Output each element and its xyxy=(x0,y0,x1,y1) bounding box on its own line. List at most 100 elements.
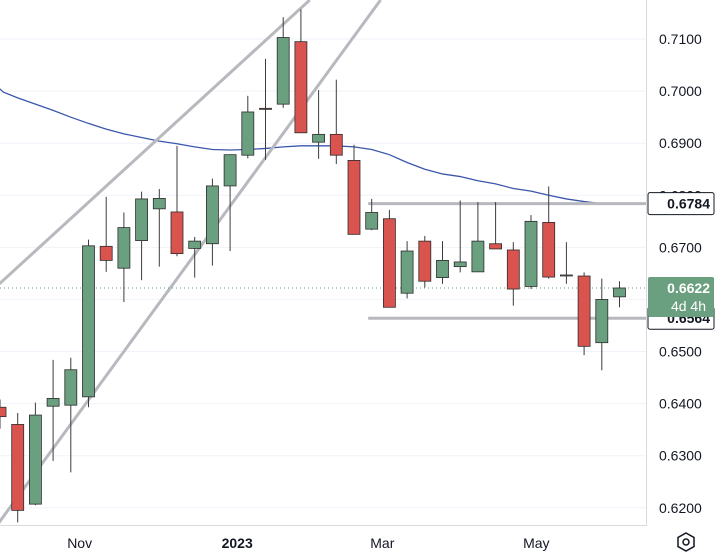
candle-body-5 xyxy=(82,245,95,398)
time-axis[interactable]: Nov 2023 Mar May xyxy=(67,535,549,551)
candle-body-21 xyxy=(365,212,379,230)
candle-21 xyxy=(365,198,379,231)
candle-body-16 xyxy=(276,37,290,105)
y-tick-label-5: 0.6700 xyxy=(659,239,702,255)
candle-body-14 xyxy=(241,111,255,156)
candle-body-28 xyxy=(489,243,503,250)
level-tag-0.6784-label: 0.6784 xyxy=(667,196,710,212)
candle-25 xyxy=(436,241,449,284)
candle-body-12 xyxy=(205,185,219,245)
candle-body-13 xyxy=(223,154,237,187)
candle-17 xyxy=(294,9,308,134)
candle-19 xyxy=(329,79,343,165)
candle-24 xyxy=(418,235,432,288)
y-tick-label-7: 0.6900 xyxy=(659,135,702,151)
x-tick-label-1: 2023 xyxy=(222,535,253,551)
candle-23 xyxy=(400,241,414,299)
candles-layer xyxy=(0,9,626,523)
candle-body-9 xyxy=(152,198,166,210)
candle-6 xyxy=(99,196,113,272)
candle-body-4 xyxy=(64,369,78,406)
candle-body-11 xyxy=(188,240,202,249)
candle-body-27 xyxy=(471,240,485,273)
candle-8 xyxy=(135,191,149,281)
candle-body-2 xyxy=(28,414,42,505)
y-tick-label-2: 0.6400 xyxy=(659,396,702,412)
candle-body-3 xyxy=(46,398,60,407)
last-price-tag-label: 0.6622 xyxy=(667,280,710,296)
x-tick-label-0: Nov xyxy=(67,535,92,551)
candle-11 xyxy=(188,236,202,278)
candle-2 xyxy=(28,402,42,506)
candle-body-33 xyxy=(577,275,591,347)
candle-0 xyxy=(0,399,7,429)
candle-3 xyxy=(46,359,60,461)
candle-9 xyxy=(152,189,166,267)
candle-body-17 xyxy=(294,41,308,134)
gear-icon xyxy=(677,532,695,552)
candle-4 xyxy=(64,357,78,473)
candle-22 xyxy=(382,209,396,308)
candle-body-31 xyxy=(542,221,556,278)
channel-layer xyxy=(0,0,382,524)
candle-body-6 xyxy=(99,245,113,261)
candle-7 xyxy=(117,212,131,303)
moving-average-line xyxy=(0,88,602,205)
candle-body-32 xyxy=(560,274,573,277)
candle-35 xyxy=(613,281,626,308)
candle-27 xyxy=(471,202,485,273)
candle-body-35 xyxy=(613,287,626,298)
y-tick-label-8: 0.7000 xyxy=(659,83,702,99)
candle-body-26 xyxy=(453,261,467,268)
candle-33 xyxy=(577,272,591,356)
candle-body-23 xyxy=(400,250,414,294)
settings-button[interactable] xyxy=(668,528,704,556)
candle-body-18 xyxy=(312,133,326,143)
y-tick-label-1: 0.6300 xyxy=(659,448,702,464)
candle-18 xyxy=(312,90,326,159)
candle-15 xyxy=(259,58,272,160)
candle-body-7 xyxy=(117,227,131,269)
candle-body-30 xyxy=(524,220,538,287)
x-tick-label-3: May xyxy=(523,535,549,551)
level-tag-0.6784-box xyxy=(647,192,715,216)
candle-20 xyxy=(347,144,361,235)
candle-body-8 xyxy=(135,198,149,242)
candle-body-20 xyxy=(347,160,361,235)
candle-body-34 xyxy=(595,299,609,344)
channel-line-2 xyxy=(0,0,382,524)
candle-body-1 xyxy=(11,424,25,511)
candle-16 xyxy=(276,17,290,108)
moving-average-layer xyxy=(0,88,602,205)
candle-1 xyxy=(11,412,25,523)
candle-34 xyxy=(595,278,609,371)
candle-13 xyxy=(223,154,237,252)
candle-10 xyxy=(170,145,184,257)
candle-12 xyxy=(205,178,219,266)
candle-body-25 xyxy=(436,259,449,278)
last-price-tag-box xyxy=(648,276,714,317)
candle-31 xyxy=(542,186,556,279)
y-tick-label-9: 0.7100 xyxy=(659,31,702,47)
candle-body-10 xyxy=(170,211,184,255)
countdown-label: 4d 4h xyxy=(671,298,706,314)
candle-body-24 xyxy=(418,240,432,282)
y-tick-label-3: 0.6500 xyxy=(659,344,702,360)
channel-line-1 xyxy=(0,0,311,286)
candle-body-15 xyxy=(259,107,272,110)
candle-32 xyxy=(560,242,573,284)
x-tick-label-2: Mar xyxy=(370,535,394,551)
candle-body-0 xyxy=(0,406,7,418)
y-tick-label-0: 0.6200 xyxy=(659,500,702,516)
candle-28 xyxy=(489,202,503,250)
candle-30 xyxy=(524,215,538,290)
candle-26 xyxy=(453,200,467,273)
candle-5 xyxy=(82,239,95,408)
candle-body-19 xyxy=(329,133,343,156)
candle-body-29 xyxy=(506,249,520,290)
candle-body-22 xyxy=(382,218,396,308)
candle-29 xyxy=(506,242,520,306)
price-axis[interactable]: 0.62000.63000.64000.65000.66000.67000.68… xyxy=(659,31,702,516)
